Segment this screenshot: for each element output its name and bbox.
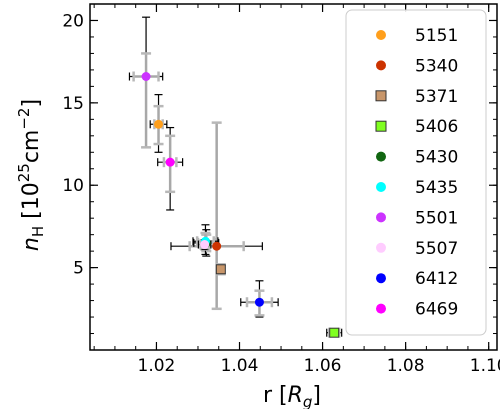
legend-marker-5501 xyxy=(376,212,386,223)
x-tick-label: 1.02 xyxy=(138,356,176,376)
data-point-5507 xyxy=(200,240,210,250)
x-axis-label: r [Rg] xyxy=(263,383,321,409)
legend-marker-5430 xyxy=(376,151,386,162)
legend: 5151 5340 5371 5406 5430 5435 5501 5507 6412 6469 xyxy=(345,9,487,336)
legend-marker-6412 xyxy=(376,273,386,284)
x-tick-label: 1.04 xyxy=(221,356,259,376)
data-point-5406 xyxy=(329,327,340,338)
x-tick-label: 1.06 xyxy=(304,356,342,376)
legend-label-6412: 6412 xyxy=(415,269,458,289)
data-point-5371 xyxy=(215,264,226,275)
legend-marker-5406 xyxy=(375,120,387,132)
legend-marker-5151 xyxy=(376,30,386,40)
plot-frame xyxy=(89,3,498,351)
y-tick-label: 15 xyxy=(62,94,84,114)
legend-label-6469: 6469 xyxy=(415,300,458,320)
legend-label-5501: 5501 xyxy=(415,208,458,228)
axis-ticks: 1.02 1.04 1.06 1.08 1.10 5 10 15 20 xyxy=(62,3,500,376)
data-point-6412 xyxy=(254,297,264,307)
legend-marker-6469 xyxy=(376,303,386,314)
plot-area xyxy=(89,3,498,351)
y-tick-label: 5 xyxy=(73,259,84,279)
legend-label-5151: 5151 xyxy=(415,26,458,46)
legend-marker-5371 xyxy=(375,90,387,102)
legend-label-5406: 5406 xyxy=(415,117,458,137)
data-point-5151 xyxy=(154,119,164,129)
data-point-5340 xyxy=(212,241,222,251)
data-point-5501 xyxy=(141,71,151,81)
y-axis-label: nH [1025cm−2] xyxy=(15,99,47,251)
legend-label-5435: 5435 xyxy=(415,178,458,198)
data-point-6469 xyxy=(165,157,175,167)
legend-marker-5340 xyxy=(376,60,386,71)
legend-label-5430: 5430 xyxy=(415,148,458,168)
legend-label-5371: 5371 xyxy=(415,87,458,107)
x-tick-label: 1.08 xyxy=(387,356,425,376)
y-tick-label: 20 xyxy=(62,11,84,31)
legend-marker-5435 xyxy=(376,182,386,192)
legend-label-5340: 5340 xyxy=(415,56,458,76)
x-tick-label: 1.10 xyxy=(470,356,500,376)
legend-label-5507: 5507 xyxy=(415,239,458,259)
y-tick-label: 10 xyxy=(62,176,84,196)
legend-marker-5507 xyxy=(376,242,386,253)
error-bars xyxy=(128,16,343,338)
data-points xyxy=(141,71,340,338)
